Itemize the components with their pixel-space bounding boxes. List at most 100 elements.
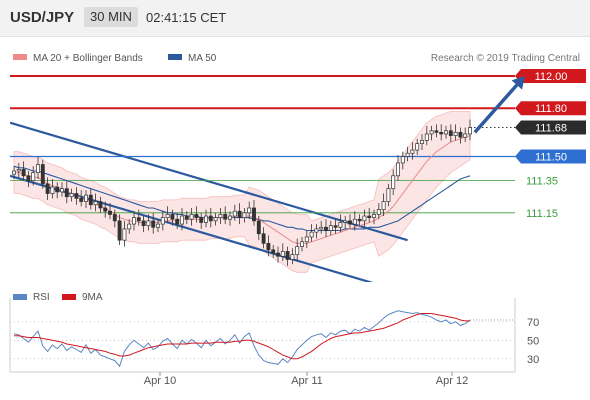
candle-body xyxy=(309,231,314,238)
candle-body xyxy=(256,220,261,235)
candle-body xyxy=(93,201,98,206)
candle-body xyxy=(400,156,405,164)
level-tag-shape xyxy=(515,120,586,135)
symbol-title: USD/JPY xyxy=(10,9,75,26)
candle-body xyxy=(391,175,396,190)
candle-body xyxy=(252,207,256,222)
rsi-tick-70: 70 xyxy=(527,317,539,329)
candle xyxy=(74,187,79,205)
candle-body xyxy=(55,186,60,193)
candle xyxy=(21,161,26,181)
candle xyxy=(333,219,338,234)
candle xyxy=(276,246,280,263)
candle xyxy=(458,127,463,144)
candle-body xyxy=(103,207,108,212)
candle xyxy=(429,125,434,141)
timeframe-badge[interactable]: 30 MIN xyxy=(84,7,138,27)
candle xyxy=(424,125,429,146)
candle-body xyxy=(367,215,372,218)
candle-body xyxy=(213,217,218,222)
candle-body xyxy=(194,214,199,218)
candle xyxy=(300,236,304,252)
level-tag-112.00: 112.00 xyxy=(515,69,586,84)
candle-body xyxy=(468,127,472,135)
candle xyxy=(184,211,189,225)
candle xyxy=(386,183,391,207)
candle xyxy=(223,206,228,225)
candle xyxy=(434,124,439,138)
candle-body xyxy=(458,132,463,138)
candle xyxy=(252,199,256,226)
candle-body xyxy=(208,215,213,222)
level-tag-111.80: 111.80 xyxy=(515,101,586,116)
candle-body xyxy=(117,220,122,241)
candle-body xyxy=(170,214,175,220)
candle xyxy=(199,212,204,229)
candle-body xyxy=(386,188,391,202)
level-tag-111.50: 111.50 xyxy=(515,149,586,164)
candle xyxy=(146,214,151,231)
candle xyxy=(175,212,180,229)
candle xyxy=(170,209,175,226)
legend-swatch-ma20 xyxy=(13,54,27,60)
candle-body xyxy=(26,175,31,181)
candle-body xyxy=(285,251,290,260)
candle xyxy=(391,169,396,196)
candle xyxy=(122,220,127,247)
candle xyxy=(232,204,237,221)
candle xyxy=(324,219,328,237)
candle xyxy=(45,177,50,200)
candle xyxy=(36,156,40,180)
candle xyxy=(444,125,448,139)
candle xyxy=(400,151,405,170)
candle-body xyxy=(223,214,228,220)
candle-body xyxy=(362,215,367,222)
candle-body xyxy=(463,133,468,138)
candle-body xyxy=(237,210,242,218)
candle-body xyxy=(338,222,343,228)
candle-body xyxy=(21,169,26,177)
candle xyxy=(12,166,16,180)
candle xyxy=(338,214,343,233)
candle xyxy=(280,243,285,262)
forecast-arrow-head xyxy=(511,76,525,90)
candle-body xyxy=(180,215,184,225)
candle-body xyxy=(295,246,300,255)
candle xyxy=(31,166,36,186)
x-tick-label: Apr 11 xyxy=(291,375,323,387)
level-tag-shape xyxy=(515,69,586,84)
candle xyxy=(405,146,410,162)
candle-body xyxy=(199,217,204,223)
candle xyxy=(266,235,271,257)
candle-body xyxy=(290,254,295,260)
candle-body xyxy=(319,226,324,230)
candle-body xyxy=(410,149,415,154)
legend-swatch-ma50 xyxy=(168,54,182,60)
candle xyxy=(352,211,357,231)
candle xyxy=(314,224,319,239)
candle xyxy=(204,209,208,228)
candle-body xyxy=(405,152,410,157)
candle xyxy=(88,188,93,210)
candle xyxy=(26,170,31,188)
candle-body xyxy=(16,169,21,172)
candle xyxy=(141,216,146,233)
candle xyxy=(420,133,424,151)
candle xyxy=(381,193,386,217)
candle-body xyxy=(247,207,252,214)
candle xyxy=(367,207,372,223)
candle xyxy=(156,219,160,233)
candle xyxy=(247,201,252,220)
candle xyxy=(40,159,45,189)
candle-body xyxy=(343,220,348,223)
candle xyxy=(328,220,333,236)
candle-body xyxy=(165,214,170,218)
rsi-legend: RSI 9MA xyxy=(13,292,103,303)
candle-body xyxy=(136,217,141,222)
candle-body xyxy=(45,183,50,194)
candle-body xyxy=(127,223,132,230)
candle xyxy=(372,209,376,225)
candle-body xyxy=(372,214,376,218)
candle xyxy=(309,224,314,242)
